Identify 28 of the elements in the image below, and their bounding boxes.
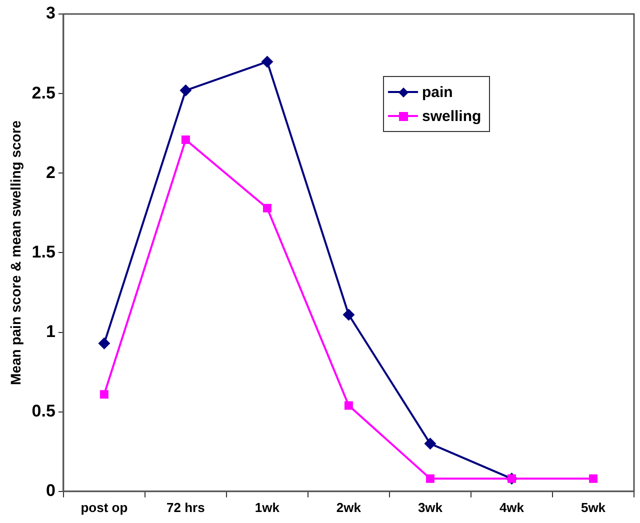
point	[100, 390, 108, 399]
point	[342, 308, 355, 321]
x-tick-label: 5wk	[580, 500, 606, 515]
point	[262, 204, 272, 212]
point	[424, 438, 436, 450]
legend-label: swelling	[422, 108, 482, 124]
point	[180, 84, 192, 96]
x-tick-label: 1wk	[254, 500, 280, 515]
point	[344, 401, 353, 410]
point	[589, 474, 598, 483]
x-tick-label: 2wk	[336, 500, 362, 515]
x-tick-label: post op	[80, 500, 128, 515]
y-tick-label: 0	[46, 481, 56, 500]
point	[181, 135, 190, 144]
y-tick-label: 1.5	[32, 242, 56, 262]
y-tick-label: 0.5	[32, 402, 56, 421]
y-tick-label: 1	[46, 322, 56, 341]
point	[261, 56, 274, 68]
x-tick-label: 3wk	[418, 500, 444, 515]
y-axis-title: Mean pain score & mean swelling score	[7, 120, 24, 385]
x-tick-label: 4wk	[499, 500, 525, 515]
legend-label: pain	[422, 84, 453, 100]
y-tick-label: 3	[46, 4, 56, 23]
y-tick-label: 2	[46, 162, 56, 182]
x-tick-label: 72 hrs	[166, 500, 205, 515]
y-tick-label: 2.5	[32, 83, 56, 102]
point	[426, 474, 434, 483]
point	[98, 337, 110, 350]
